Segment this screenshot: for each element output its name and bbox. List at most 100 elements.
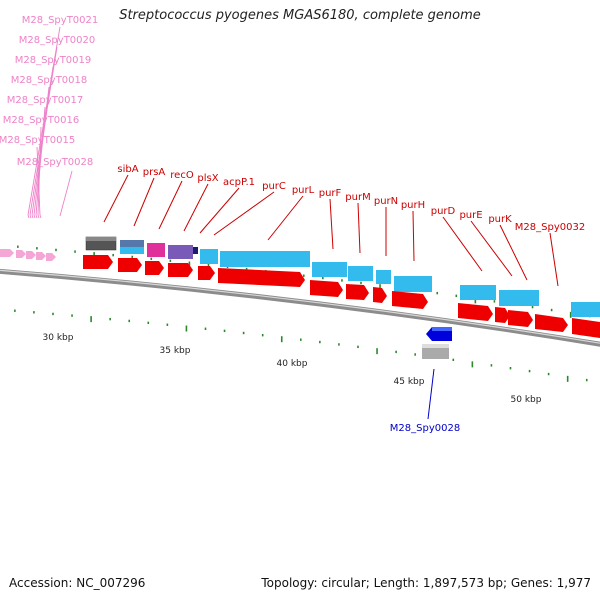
tick-mark [569,311,572,318]
tick-mark [490,364,493,367]
tick-mark [17,245,19,248]
tick-mark [528,369,531,373]
tick-mark [531,305,534,309]
kbp-label: 35 kbp [160,346,191,356]
tick-mark [471,361,474,368]
gene-labels: sibA prsA recO plsX acpP.1 purC purL purF purM pu… [117,164,585,233]
tick-mark [455,294,458,298]
cds-arrow [168,263,193,277]
gene-box [312,262,347,277]
tick-mark [150,257,153,261]
gene-label: M28_Spy0032 [515,222,585,233]
cds-arrow [346,284,369,300]
kbp-label: 45 kbp [394,377,425,387]
tick-mark [204,327,207,330]
tick-mark [245,267,248,271]
trna-arrow [16,250,26,258]
gene-leader [158,180,183,230]
trna-arrow [26,251,36,259]
cds-arrow [508,310,533,327]
gene-track [85,236,600,317]
gene-leader [357,202,361,254]
tick-mark [147,321,150,325]
cds-arrow [373,287,387,303]
cds-arrow [118,258,142,272]
trna-label: M28_SpyT0015 [0,135,75,146]
gene-leaders [103,174,559,287]
tick-mark [338,343,340,346]
gene-label: purC [262,181,286,192]
trna-labels: M28_SpyT0021 M28_SpyT0020 M28_SpyT0019 M28_… [0,15,98,168]
tick-mark [207,263,210,266]
trna-arrow [46,253,56,261]
topology-text: Topology: circular; Length: 1,897,573 bp… [261,576,591,590]
gene-box-cyan [120,247,144,254]
trna-label: M28_SpyT0019 [15,55,92,66]
tick-mark [185,325,188,332]
tick-mark [128,319,131,323]
gene-box [376,270,391,284]
tick-mark [395,350,397,354]
gene-label: prsA [143,167,166,178]
gene-leader [412,210,415,262]
gene-box [394,276,432,292]
gene-box [460,285,496,300]
trna-label: M28_SpyT0021 [22,15,99,26]
gene-box-navy [193,247,198,254]
gene-leader [442,216,483,272]
gene-box [348,266,373,281]
gene-label: acpP.1 [223,177,255,188]
cds-arrow [535,314,568,332]
tick-mark [341,279,343,282]
gene-box [499,290,539,306]
tick-mark [223,329,226,333]
tick-mark [112,253,114,257]
tick-mark [566,375,569,382]
gene-label: purF [319,188,342,199]
trna-label: M28_SpyT0018 [11,75,88,86]
tick-mark [509,367,512,370]
cds-track [83,255,600,338]
tick-mark [379,284,381,291]
gene-label: purM [345,192,370,203]
cds-arrow [218,268,305,287]
tick-mark [14,309,16,312]
gene-leader [199,187,240,234]
genome-backbone [0,268,600,347]
tick-mark [474,297,477,304]
minus-strand [422,327,452,359]
gene-label: purD [431,206,456,217]
tick-mark [55,248,57,252]
tick-mark [376,348,378,355]
tick-mark [188,261,191,268]
cds-arrow [145,261,164,275]
tick-mark [547,372,550,376]
tick-mark [493,300,496,303]
gene-box-blue [120,240,144,247]
gene-leader [470,220,513,277]
gene-label: plsX [197,173,218,184]
cds-arrow [310,280,343,297]
cds-arrow [198,266,215,280]
trna-label: M28_SpyT0016 [3,115,80,126]
cds-arrow [458,303,493,321]
gene-label: sibA [117,164,138,175]
kbp-scale: 30 kbp 35 kbp 40 kbp 45 kbp 50 kbp [43,333,542,405]
gene-box-purple [168,245,193,259]
gene-leader [499,224,528,281]
tick-mark [261,333,264,337]
trna-arrow [36,252,46,260]
kbp-label: 50 kbp [511,395,542,405]
gene-box [200,249,218,264]
gene-leader [183,183,209,232]
tick-mark [90,316,92,323]
trna-leaders [27,26,73,219]
tick-mark [74,250,76,253]
tick-mark [585,378,588,382]
tick-mark [36,247,38,250]
tick-mark [550,308,553,312]
tick-mark [303,274,305,277]
gene-box [220,251,310,267]
gene-leader [549,232,559,287]
